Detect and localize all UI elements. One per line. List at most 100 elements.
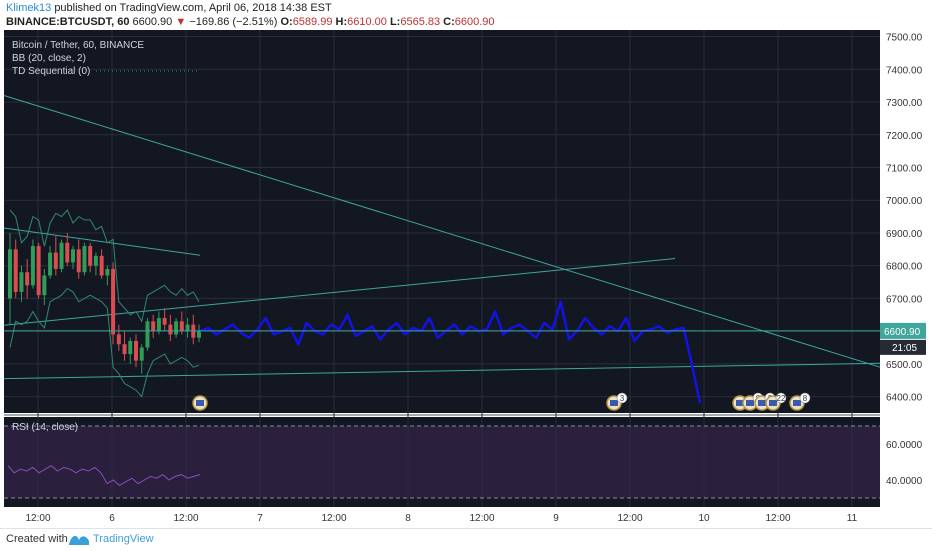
x-tick-label: 12:00	[765, 513, 790, 524]
candle-body	[82, 246, 87, 273]
candle-body	[168, 324, 173, 335]
down-triangle-icon: ▼	[175, 16, 187, 28]
candle-body	[145, 321, 150, 348]
event-count-label: 22	[777, 394, 786, 403]
candle-body	[59, 242, 64, 269]
candle-body	[151, 321, 156, 332]
candle-body	[25, 272, 30, 286]
candle-body	[88, 246, 93, 266]
author-link[interactable]: Klimek13	[6, 2, 52, 14]
event-count-badge	[616, 392, 628, 404]
main-pane	[4, 30, 880, 413]
rsi-tick-label: 60.0000	[886, 440, 923, 451]
candle-body	[48, 252, 53, 276]
candle-body	[13, 249, 18, 292]
ohlc-line: BINANCE:BTCUSDT, 60 6600.90 ▼ −169.86 (−…	[6, 16, 495, 28]
candle-body	[71, 249, 75, 263]
flag-stripe	[746, 400, 754, 406]
y-tick-label: 7200.00	[886, 131, 923, 142]
flag-stripe	[769, 400, 777, 406]
y-tick-label: 6900.00	[886, 229, 923, 240]
x-tick-label: 12:00	[25, 513, 50, 524]
y-tick-label: 6800.00	[886, 262, 923, 273]
price-change: −169.86 (−2.51%)	[189, 16, 278, 28]
price-badge	[880, 322, 926, 339]
x-tick-label: 12:00	[617, 513, 642, 524]
event-count-badge	[799, 392, 811, 404]
y-tick-label: 7400.00	[886, 65, 923, 76]
y-tick-label: 7300.00	[886, 98, 923, 109]
candle-body	[65, 242, 70, 263]
y-tick-label: 6700.00	[886, 294, 923, 305]
tradingview-logo-icon	[69, 535, 89, 545]
candle-body	[139, 347, 144, 361]
y-tick-label: 6500.00	[886, 360, 923, 371]
x-tick-label: 12:00	[469, 513, 494, 524]
publish-line: Klimek13 published on TradingView.com, A…	[6, 2, 332, 14]
legend-bb: BB (20, close, 2)	[12, 53, 86, 64]
price-chart[interactable]: 6400.006500.006600.006700.006800.006900.…	[0, 0, 932, 528]
candle-body	[162, 318, 167, 325]
flag-stripe	[736, 400, 744, 406]
candle-body	[156, 318, 161, 332]
y-tick-label: 6400.00	[886, 393, 923, 404]
candle-body	[36, 246, 41, 296]
candle-body	[197, 330, 201, 338]
trendline	[3, 94, 881, 368]
event-count-badge	[775, 392, 787, 404]
symbol-label: BINANCE:BTCUSDT, 60	[6, 16, 130, 28]
last-price: 6600.90	[132, 16, 173, 28]
candle-body	[185, 324, 190, 332]
bb-upper-band	[9, 209, 200, 323]
candle-body	[93, 255, 98, 266]
candle-body	[174, 321, 179, 335]
price-badge-label: 6600.90	[884, 327, 921, 338]
trendline	[3, 257, 676, 326]
event-count-label: 8	[803, 394, 808, 403]
high-value: 6610.00	[347, 16, 387, 28]
candle-body	[76, 249, 81, 273]
rsi-band	[4, 426, 880, 498]
trendline	[3, 227, 201, 256]
close-value: 6600.90	[454, 16, 495, 28]
time-badge	[880, 339, 926, 355]
candle-body	[42, 275, 47, 296]
legend-td: TD Sequential (0)	[12, 66, 90, 77]
flag-stripe	[758, 400, 766, 406]
price-scale	[880, 30, 932, 528]
legend-title: Bitcoin / Tether, 60, BINANCE	[12, 40, 144, 51]
x-tick-label: 6	[109, 513, 115, 524]
flag-stripe	[196, 400, 204, 406]
rsi-line	[7, 464, 201, 487]
x-tick-label: 7	[257, 513, 263, 524]
low-value: 6565.83	[400, 16, 441, 28]
open-value: 6589.99	[292, 16, 333, 28]
footer: Created with TradingView	[0, 528, 932, 551]
candle-body	[53, 252, 58, 269]
trendline	[3, 362, 881, 380]
x-tick-label: 8	[405, 513, 411, 524]
x-tick-label: 11	[847, 513, 858, 524]
candle-body	[105, 268, 110, 276]
candle-body	[19, 272, 24, 292]
candle-body	[111, 268, 116, 335]
x-tick-label: 9	[553, 513, 559, 524]
y-tick-label: 7100.00	[886, 163, 923, 174]
time-badge-label: 21:05	[892, 343, 917, 354]
flag-stripe	[793, 400, 801, 406]
candle-body	[128, 340, 133, 355]
rsi-legend: RSI (14, close)	[12, 422, 78, 433]
candle-body	[179, 321, 184, 332]
created-with-label: Created with	[6, 533, 68, 545]
event-count-label: 3	[620, 394, 625, 403]
y-tick-label: 7000.00	[886, 196, 923, 207]
x-tick-label: 12:00	[173, 513, 198, 524]
tradingview-brand-link[interactable]: TradingView	[93, 533, 154, 545]
x-tick-label: 12:00	[321, 513, 346, 524]
bb-lower-band	[9, 287, 200, 398]
publish-text: published on TradingView.com, April 06, …	[54, 2, 332, 14]
x-tick-label: 10	[698, 513, 710, 524]
candle-body	[99, 255, 104, 276]
candle-body	[30, 246, 35, 286]
candle-body	[116, 334, 121, 345]
